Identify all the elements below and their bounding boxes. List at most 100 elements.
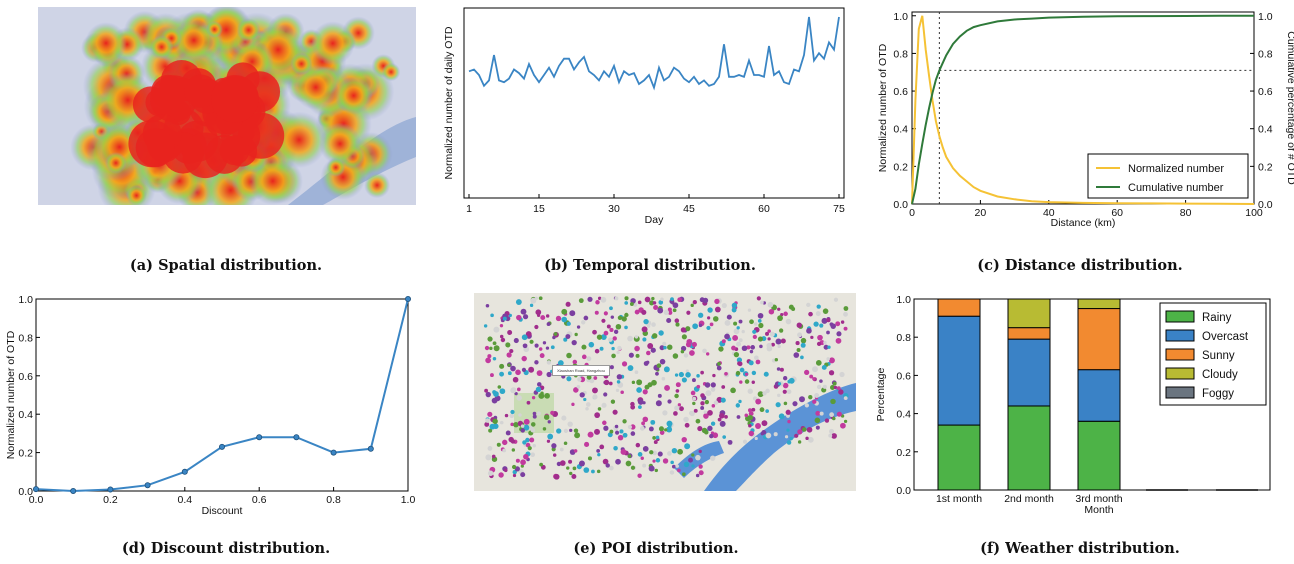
heat-blob [149,35,174,59]
poi-marker [678,371,684,378]
heat-core [184,74,218,108]
poi-marker [720,397,726,403]
poi-marker [836,331,842,337]
series-line-normalized [911,15,1255,205]
poi-marker [767,337,771,341]
poi-marker [703,410,707,414]
poi-marker [836,386,841,391]
poi-marker [553,473,560,480]
poi-marker [760,300,764,305]
poi-marker [634,335,639,339]
poi-marker [653,440,658,445]
poi-marker [599,346,604,351]
poi-marker [731,307,737,313]
poi-marker [656,363,662,368]
poi-marker [762,391,767,396]
poi-marker [512,376,519,383]
poi-marker [796,348,801,353]
poi-marker [791,307,796,312]
poi-marker [484,345,490,351]
poi-marker [670,297,674,301]
poi-marker [578,460,585,467]
poi-marker [663,366,670,373]
poi-marker [717,417,722,422]
poi-marker [608,337,613,342]
poi-marker [567,421,573,427]
poi-marker [630,404,636,410]
poi-marker [539,462,544,467]
poi-marker [786,440,792,445]
poi-marker [531,395,536,400]
poi-marker [520,472,526,478]
poi-marker [511,448,516,452]
poi-marker [705,390,712,397]
poi-marker [695,418,701,424]
poi-marker [579,392,585,398]
poi-marker [507,330,513,335]
poi-marker [566,376,572,382]
poi-marker [585,402,591,407]
poi-marker [698,464,703,469]
poi-marker [641,421,646,426]
poi-marker [603,311,608,316]
poi-marker [615,430,620,435]
poi-marker [499,371,505,377]
poi-marker [535,386,542,393]
y-tick-label: 1.0 [18,294,33,306]
poi-marker [730,387,736,394]
y-tick-label: 0.4 [896,409,911,421]
poi-marker [617,345,622,351]
poi-marker [555,315,562,322]
poi-marker [681,334,687,340]
poi-marker [735,370,741,376]
poi-marker [546,371,552,378]
poi-marker [529,437,535,443]
poi-marker [532,414,537,419]
legend-label: Overcast [1202,331,1249,343]
poi-marker [749,349,754,354]
poi-marker [727,439,733,445]
poi-marker [609,465,614,471]
poi-marker [763,371,769,377]
poi-marker [609,306,613,311]
y-tick-label: 0.6 [893,86,908,98]
poi-marker [783,401,788,406]
poi-marker [599,444,605,450]
poi-marker [550,410,555,415]
poi-marker [667,307,672,312]
poi-marker [685,372,691,378]
poi-marker [674,393,679,399]
poi-marker [786,428,790,432]
heatmap-canvas [38,7,416,205]
poi-marker [576,384,581,389]
poi-marker [574,432,581,439]
poi-marker [716,365,722,371]
heat-blob [172,19,216,62]
poi-marker [526,400,531,405]
poi-marker [505,342,511,348]
poi-marker [843,306,849,311]
poi-marker [536,370,543,377]
poi-marker [510,409,515,415]
data-point [293,434,300,441]
poi-marker [630,431,636,436]
poi-marker [657,307,664,314]
poi-marker [754,355,759,361]
poi-marker [828,433,833,438]
poi-marker [518,413,522,417]
poi-marker [485,418,490,423]
poi-marker [551,443,557,449]
poi-marker [569,310,576,317]
poi-marker [624,312,629,318]
poi-marker [611,353,616,359]
poi-marker [633,302,638,307]
x-tick-label: 100 [1245,207,1263,219]
poi-marker [615,458,621,465]
x-tick-label: 40 [1043,207,1055,219]
poi-marker [680,345,687,352]
poi-marker [669,470,675,475]
poi-marker [755,359,761,365]
poi-marker [539,353,545,359]
legend-swatch [1165,329,1195,342]
poi-marker [662,458,669,464]
